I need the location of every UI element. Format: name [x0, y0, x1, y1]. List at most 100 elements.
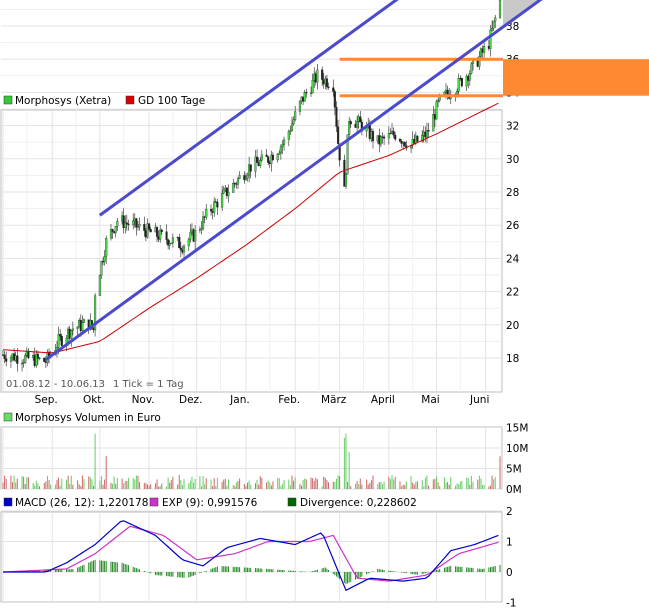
price-bar-93 — [209, 209, 213, 212]
price-bar-187 — [416, 135, 419, 142]
price-bar-69 — [155, 227, 159, 237]
price-bar-49 — [111, 229, 114, 232]
price-bar-47 — [105, 238, 108, 257]
price-bar-84 — [189, 231, 192, 240]
price-bar-92 — [205, 209, 208, 218]
price-bar-117 — [260, 154, 263, 161]
price-bar-90 — [202, 216, 205, 229]
price-bar-149 — [333, 91, 336, 108]
volume-y-tick-2: 10M — [506, 443, 528, 455]
price-bar-2 — [5, 358, 8, 362]
price-bar-74 — [167, 239, 170, 246]
price-bar-173 — [387, 133, 390, 139]
price-bar-156 — [348, 121, 351, 135]
price-bar-205 — [457, 77, 460, 92]
price-bar-15 — [35, 353, 38, 366]
price-legend-label-0: Morphosys (Xetra) — [15, 95, 111, 107]
price-bar-57 — [127, 223, 130, 226]
price-bar-127 — [283, 139, 286, 145]
price-bar-174 — [389, 133, 392, 135]
price-bar-51 — [114, 226, 117, 233]
price-bar-122 — [271, 154, 274, 161]
price-bar-154 — [344, 174, 348, 187]
price-bar-152 — [338, 143, 341, 161]
price-bar-16 — [36, 353, 39, 359]
price-bar-217 — [483, 45, 486, 53]
price-bar-207 — [460, 78, 463, 87]
price-bar-73 — [165, 231, 168, 240]
price-bar-62 — [138, 223, 141, 227]
price-bar-32 — [71, 328, 74, 331]
price-x-tick-8: Mai — [421, 394, 439, 406]
price-bar-8 — [21, 363, 24, 365]
price-y-tick-0: 18 — [506, 353, 519, 365]
price-bar-113 — [254, 156, 257, 172]
price-bar-181 — [403, 141, 406, 146]
price-bar-80 — [179, 247, 182, 251]
price-bar-25 — [57, 334, 60, 348]
price-y-tick-labels: 182022242628303234363840 — [506, 21, 520, 365]
price-bar-44 — [100, 261, 103, 276]
price-bar-33 — [76, 326, 79, 329]
price-bar-191 — [425, 129, 429, 138]
price-bar-143 — [321, 69, 324, 80]
exp-line — [2, 525, 499, 582]
price-bar-61 — [136, 226, 140, 228]
price-bar-128 — [287, 131, 290, 140]
volume-plot-frame — [0, 426, 503, 490]
price-series — [1, 0, 502, 372]
price-bar-112 — [249, 164, 252, 172]
macd-legend-label-0: MACD (26, 12): 1,220178 — [15, 497, 148, 509]
macd-legend-swatch-0 — [3, 497, 13, 507]
price-bar-72 — [160, 229, 163, 232]
price-bar-107 — [238, 175, 241, 179]
macd-grid — [1, 510, 502, 603]
price-bar-12 — [27, 350, 30, 358]
price-bar-26 — [59, 334, 62, 337]
forecast-area — [503, 0, 541, 28]
price-bar-176 — [392, 130, 395, 136]
price-x-tick-7: April — [371, 394, 395, 406]
macd-plot-frame — [0, 511, 503, 603]
price-bar-98 — [221, 193, 224, 208]
price-bar-118 — [265, 154, 268, 157]
price-bar-177 — [394, 134, 397, 140]
price-y-tick-4: 26 — [506, 220, 520, 232]
macd-legend-swatch-2 — [287, 497, 297, 507]
price-bar-192 — [427, 129, 430, 132]
price-y-tick-6: 30 — [506, 154, 519, 166]
price-bar-75 — [168, 243, 171, 246]
price-bar-126 — [281, 144, 284, 147]
interval-label: 1 Tick = 1 Tag — [113, 379, 184, 390]
volume-grid — [1, 427, 502, 490]
price-bar-65 — [146, 223, 149, 238]
price-bar-223 — [498, 0, 502, 18]
price-legend-label-1: GD 100 Tage — [138, 95, 205, 107]
price-bar-200 — [446, 89, 449, 95]
price-bar-116 — [259, 160, 262, 166]
price-bar-208 — [465, 76, 468, 87]
price-bar-60 — [135, 218, 138, 228]
price-bar-146 — [325, 78, 328, 88]
macd-y-tick-labels: -1 0 1 2 — [506, 506, 516, 610]
price-panel: Morphosys (Xetra) GD 100 Tage Sep. Okt. No… — [0, 0, 649, 406]
price-bar-210 — [468, 73, 471, 81]
price-bar-220 — [491, 27, 494, 31]
price-bar-56 — [125, 222, 128, 224]
price-bar-150 — [335, 107, 338, 127]
price-bar-87 — [194, 230, 197, 242]
price-x-tick-9: Juni — [469, 394, 489, 406]
price-bar-95 — [213, 201, 216, 213]
price-x-tick-labels: Sep. Okt. Nov. Dez. Jan. Feb. März April Mai Juni — [35, 394, 490, 406]
volume-y-tick-0: 0M — [506, 484, 522, 496]
volume-legend-swatch — [3, 412, 13, 422]
price-bar-63 — [143, 223, 146, 231]
price-bar-17 — [38, 357, 41, 359]
volume-panel: Morphosys Volumen in Euro 0M 5M 10M 15M — [0, 412, 528, 496]
price-bar-79 — [178, 236, 181, 249]
price-bar-123 — [276, 154, 279, 161]
price-bar-37 — [82, 319, 86, 323]
price-bar-31 — [70, 330, 73, 339]
price-bar-167 — [371, 130, 375, 142]
price-bar-101 — [225, 187, 228, 196]
